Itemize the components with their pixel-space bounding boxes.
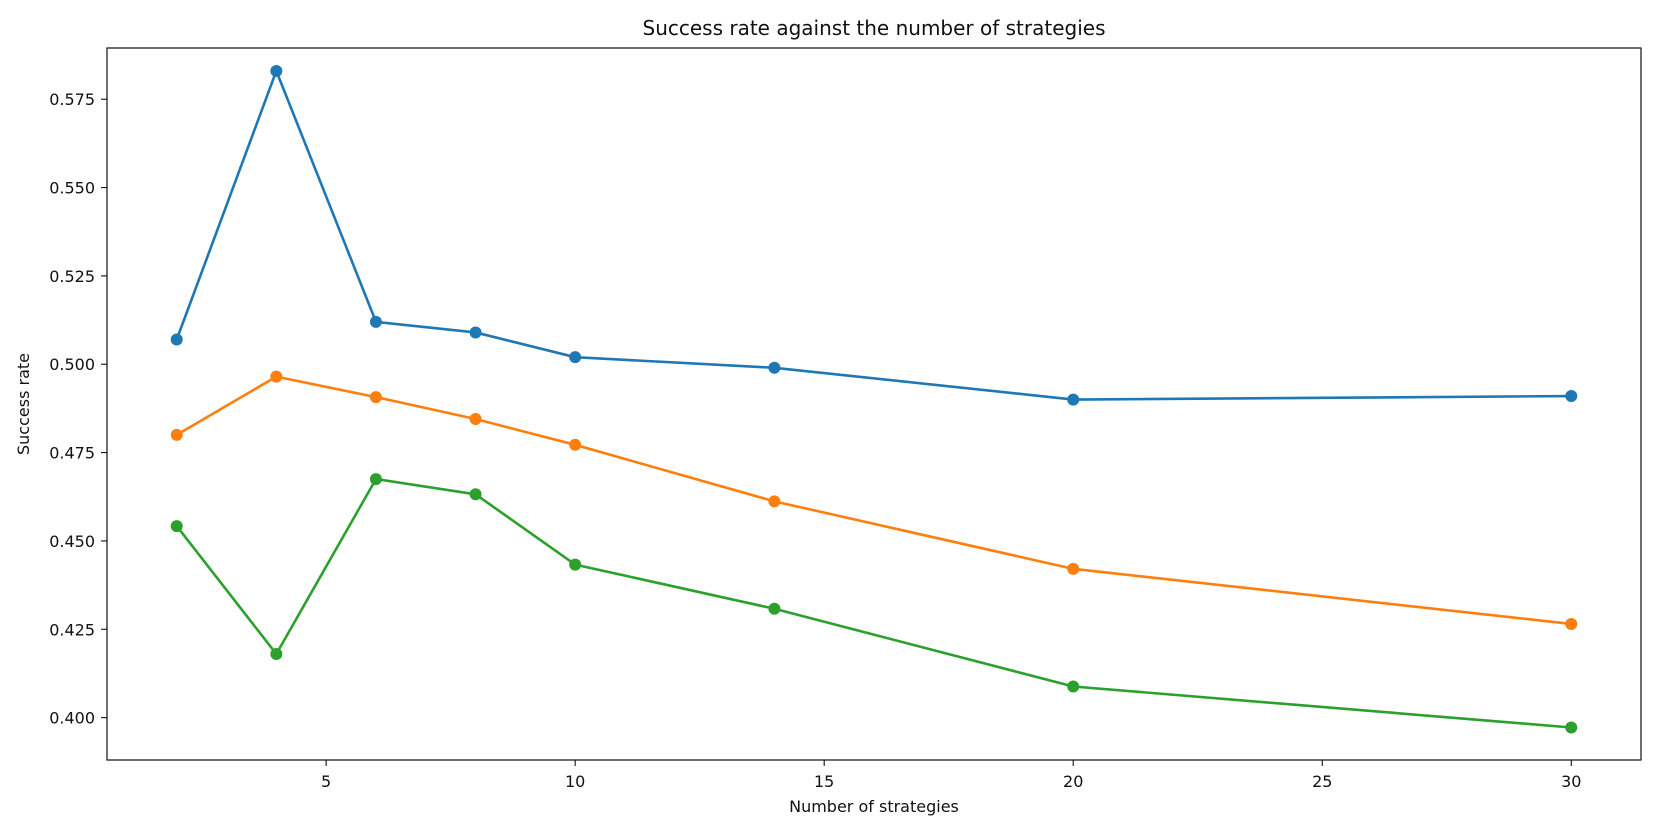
data-point [1067,393,1080,406]
data-point [469,326,482,339]
data-point [768,602,781,615]
y-tick-label: 0.550 [49,179,95,198]
y-tick-label: 0.425 [49,620,95,639]
y-axis-ticks: 0.400 0.425 0.450 0.475 0.500 0.525 0.550 0.575 [49,90,107,728]
x-axis-label: Number of strategies [789,797,959,816]
data-point [270,64,283,77]
data-point [170,520,183,533]
series-1 [170,64,1578,406]
y-tick-label: 0.500 [49,355,95,374]
series-line [175,477,1573,729]
data-point [369,391,382,404]
x-tick-label: 30 [1561,772,1581,791]
data-point [1565,390,1578,403]
data-point [768,495,781,508]
data-point [569,558,582,571]
data-point [170,333,183,346]
data-point [569,438,582,451]
series-line [175,375,1573,626]
data-point [270,647,283,660]
y-tick-label: 0.525 [49,267,95,286]
data-point [170,428,183,441]
series-2 [170,370,1578,630]
x-tick-label: 10 [565,772,585,791]
data-point [1565,721,1578,734]
data-point [768,361,781,374]
data-point [369,473,382,486]
x-tick-label: 20 [1063,772,1083,791]
data-point [1067,562,1080,575]
data-point [1067,680,1080,693]
data-point [469,488,482,501]
plot-area [106,47,1642,761]
y-axis-label: Success rate [14,353,33,455]
data-point [369,315,382,328]
data-point [1565,617,1578,630]
series-line [175,69,1573,401]
data-point [469,413,482,426]
x-axis-ticks: 5 10 15 20 25 30 [321,760,1581,791]
plot-frame [106,47,1642,761]
y-tick-label: 0.475 [49,444,95,463]
y-tick-label: 0.400 [49,709,95,728]
y-tick-label: 0.575 [49,90,95,109]
x-tick-label: 25 [1312,772,1332,791]
data-point [569,351,582,364]
series-3 [170,473,1578,734]
x-tick-label: 15 [814,772,834,791]
y-tick-label: 0.450 [49,532,95,551]
data-point [270,370,283,383]
chart-title: Success rate against the number of strat… [643,16,1106,40]
x-tick-label: 5 [321,772,331,791]
